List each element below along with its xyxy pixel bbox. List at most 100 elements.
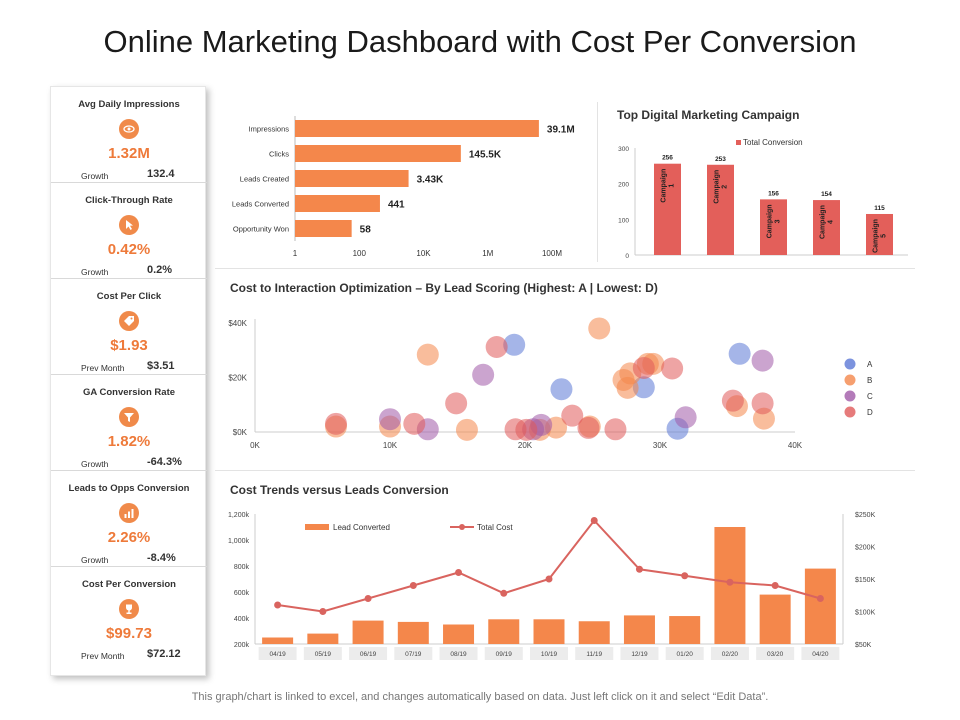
funnel-data-label: 441 xyxy=(388,200,405,211)
funnel-x-tick: 100 xyxy=(353,249,367,258)
scatter-legend-marker xyxy=(844,374,856,386)
kpi-label: Click-Through Rate xyxy=(85,195,173,206)
trends-chart: 200k 400k 600k 800k 1,000k 1,200k $50K $100K $15… xyxy=(228,512,876,660)
kpi-sublabel: Growth xyxy=(81,171,109,181)
trends-x-tick: 05/19 xyxy=(315,651,332,658)
scatter-legend-label: C xyxy=(867,392,873,401)
tag-icon xyxy=(119,311,139,331)
trends-bar xyxy=(804,568,836,644)
trends-bar xyxy=(352,620,384,644)
trends-legend-label-bar: Lead Converted xyxy=(333,523,390,532)
scatter-chart-title: Cost to Interaction Optimization – By Le… xyxy=(230,281,658,295)
funnel-category-label: Leads Converted xyxy=(232,200,289,209)
trends-bar xyxy=(307,633,339,644)
campaign-category-label: Campaign5 xyxy=(873,219,888,253)
trends-left-tick: 600k xyxy=(234,590,250,597)
scatter-x-tick: 30K xyxy=(653,441,668,450)
campaign-data-label: 115 xyxy=(874,205,885,212)
campaign-chart-title: Top Digital Marketing Campaign xyxy=(617,108,800,122)
trends-cost-point xyxy=(500,589,508,597)
trends-x-tick-bg xyxy=(710,647,749,660)
trends-right-tick: $50K xyxy=(855,642,872,649)
scatter-point xyxy=(403,412,426,435)
scatter-point xyxy=(751,349,774,372)
trends-bar xyxy=(623,615,655,644)
trends-x-tick: 01/20 xyxy=(677,651,694,658)
trends-x-tick: 08/19 xyxy=(450,651,467,658)
trends-x-tick: 10/19 xyxy=(541,651,558,658)
campaign-y-tick: 300 xyxy=(618,146,629,153)
scatter-legend-label: B xyxy=(867,376,872,385)
campaign-category-label: Campaign3 xyxy=(767,204,782,238)
kpi-label: Cost Per Conversion xyxy=(82,579,176,590)
scatter-x-tick: 20K xyxy=(518,441,533,450)
trends-x-tick-bg xyxy=(665,647,704,660)
trends-cost-point xyxy=(726,578,734,586)
kpi-subvalue: 132.4 xyxy=(147,168,175,180)
kpi-value: $1.93 xyxy=(110,337,148,354)
scatter-legend-marker xyxy=(844,390,856,402)
trends-legend-swatch-bar xyxy=(305,524,329,530)
trends-x-tick: 04/20 xyxy=(812,651,829,658)
trends-bar xyxy=(443,624,475,644)
funnel-x-tick: 1 xyxy=(293,249,298,258)
scatter-point xyxy=(661,357,684,380)
funnel-bar xyxy=(295,120,539,137)
trends-right-tick: $200K xyxy=(855,545,876,552)
scatter-point xyxy=(632,356,655,379)
trends-left-tick: 200k xyxy=(234,642,250,649)
kpi-value: $99.73 xyxy=(106,625,152,642)
kpi-sublabel: Prev Month xyxy=(81,651,125,661)
trends-cost-point xyxy=(771,582,779,589)
trends-x-tick: 12/19 xyxy=(631,651,648,658)
funnel-data-label: 3.43K xyxy=(417,175,444,186)
kpi-card: Leads to Opps Conversion 2.26% Growth -8… xyxy=(51,471,207,567)
funnel-bar xyxy=(295,220,352,237)
trends-x-tick-bg xyxy=(439,647,478,660)
scatter-legend-marker xyxy=(844,358,856,370)
scatter-point xyxy=(604,418,627,441)
trends-cost-point xyxy=(590,517,598,524)
trends-x-tick: 09/19 xyxy=(496,651,513,658)
kpi-subvalue: -64.3% xyxy=(147,456,182,468)
campaign-data-label: 253 xyxy=(715,156,726,163)
kpi-card: Cost Per Click $1.93 Prev Month $3.51 xyxy=(51,279,207,375)
trends-x-tick-bg xyxy=(801,647,840,660)
trends-x-tick-bg xyxy=(258,647,297,660)
cursor-icon xyxy=(119,215,139,235)
trends-cost-point xyxy=(545,575,553,583)
divider xyxy=(215,268,915,269)
kpi-sublabel: Growth xyxy=(81,555,109,565)
trends-cost-point xyxy=(364,595,372,602)
campaign-bar xyxy=(707,164,734,255)
kpi-value: 0.42% xyxy=(107,241,151,258)
trends-cost-point xyxy=(635,565,643,573)
chart-icon xyxy=(119,503,139,523)
trends-bar xyxy=(759,594,791,644)
scatter-point xyxy=(515,418,538,441)
campaign-legend-label: Total Conversion xyxy=(743,138,803,147)
funnel-chart: Impressions 39.1M Clicks 145.5K Leads Create… xyxy=(232,116,575,258)
kpi-card: Avg Daily Impressions 1.32M Growth 132.4 xyxy=(51,87,207,183)
campaign-bar xyxy=(654,163,681,255)
kpi-panel: Avg Daily Impressions 1.32M Growth 132.4… xyxy=(50,86,207,676)
trends-bar xyxy=(533,619,565,644)
funnel-icon xyxy=(119,407,139,427)
kpi-subvalue: $3.51 xyxy=(147,360,175,372)
trends-legend-marker-line xyxy=(459,524,465,530)
scatter-y-tick: $20K xyxy=(228,374,247,383)
kpi-subvalue: $72.12 xyxy=(147,648,181,660)
campaign-data-label: 154 xyxy=(821,191,832,198)
kpi-label: Cost Per Click xyxy=(96,291,162,302)
campaign-bar xyxy=(760,199,787,255)
scatter-y-tick: $40K xyxy=(228,319,247,328)
funnel-bar xyxy=(295,145,461,162)
funnel-category-label: Leads Created xyxy=(240,175,289,184)
trends-chart-title: Cost Trends versus Leads Conversion xyxy=(230,483,449,497)
trends-x-tick-bg xyxy=(575,647,614,660)
funnel-category-label: Clicks xyxy=(269,150,289,159)
scatter-legend-label: D xyxy=(867,408,873,417)
scatter-point xyxy=(577,416,600,439)
divider xyxy=(597,102,598,262)
